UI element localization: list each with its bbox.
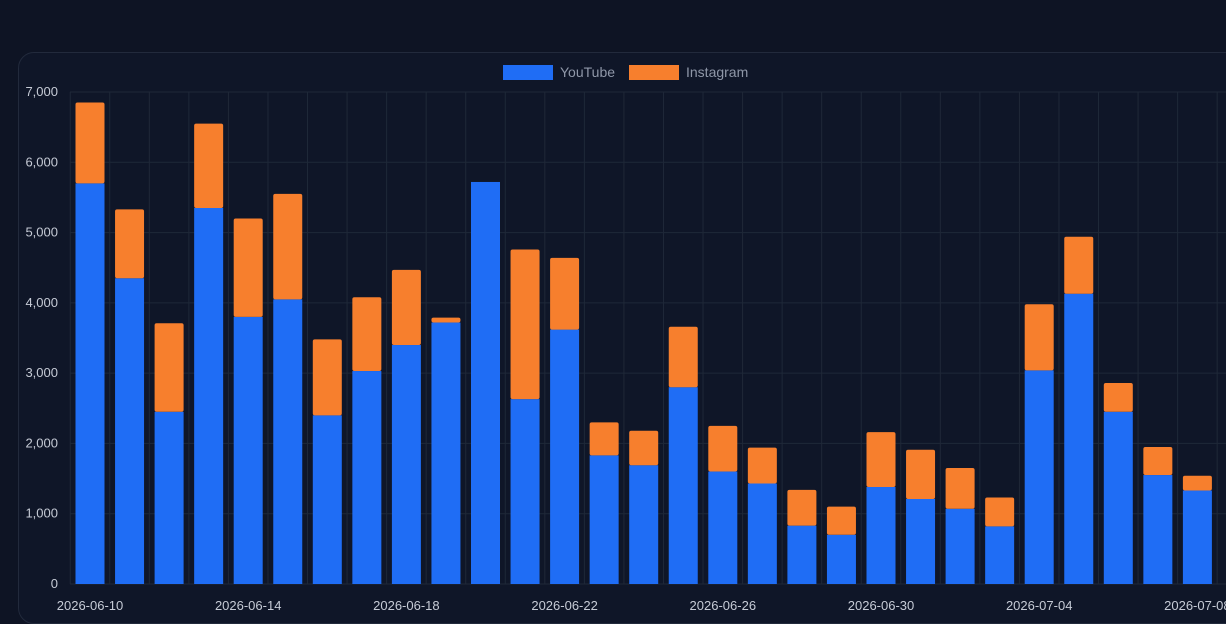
- bar-instagram[interactable]: [431, 317, 461, 323]
- y-tick-label: 3,000: [25, 365, 58, 380]
- bar-instagram[interactable]: [550, 257, 580, 330]
- bar-instagram[interactable]: [708, 425, 738, 472]
- bar-instagram[interactable]: [510, 249, 540, 400]
- x-tick-label: 2026-06-10: [57, 598, 124, 613]
- bar-youtube[interactable]: [866, 487, 896, 584]
- bar-youtube[interactable]: [352, 371, 382, 584]
- bar-youtube[interactable]: [273, 299, 303, 584]
- legend-swatch-youtube[interactable]: [503, 65, 553, 80]
- bar-instagram[interactable]: [75, 102, 105, 184]
- bar-youtube[interactable]: [668, 387, 698, 584]
- bar-instagram[interactable]: [589, 422, 619, 456]
- legend-label-instagram[interactable]: Instagram: [686, 64, 748, 80]
- x-tick-label: 2026-06-18: [373, 598, 440, 613]
- bar-instagram[interactable]: [115, 209, 145, 279]
- bar-youtube[interactable]: [75, 183, 105, 584]
- y-tick-label: 2,000: [25, 435, 58, 450]
- bar-instagram[interactable]: [629, 430, 659, 466]
- bar-instagram[interactable]: [273, 193, 303, 300]
- bar-youtube[interactable]: [391, 345, 421, 584]
- x-tick-label: 2026-07-04: [1006, 598, 1073, 613]
- bar-youtube[interactable]: [154, 411, 184, 584]
- y-tick-label: 1,000: [25, 506, 58, 521]
- bar-instagram[interactable]: [1103, 382, 1133, 412]
- x-tick-label: 2026-06-22: [531, 598, 598, 613]
- bar-youtube[interactable]: [471, 181, 500, 585]
- x-tick-label: 2026-07-08: [1164, 598, 1226, 613]
- bar-instagram[interactable]: [985, 497, 1015, 527]
- bar-youtube[interactable]: [431, 322, 461, 584]
- bar-youtube[interactable]: [985, 526, 1015, 584]
- bar-instagram[interactable]: [154, 323, 184, 412]
- bar-youtube[interactable]: [708, 471, 738, 584]
- bar-youtube[interactable]: [906, 498, 936, 584]
- legend[interactable]: YouTube Instagram: [503, 64, 748, 80]
- bar-instagram[interactable]: [826, 506, 856, 535]
- bar-instagram[interactable]: [1064, 236, 1094, 294]
- y-tick-label: 4,000: [25, 295, 58, 310]
- bar-youtube[interactable]: [1143, 475, 1173, 584]
- bar-youtube[interactable]: [312, 415, 342, 584]
- y-axis: 0 1,000 2,000 3,000 4,000 5,000 6,000 7,000: [25, 84, 58, 591]
- bar-instagram[interactable]: [747, 447, 777, 484]
- legend-label-youtube[interactable]: YouTube: [560, 64, 615, 80]
- bar-youtube[interactable]: [1024, 370, 1054, 584]
- bar-instagram[interactable]: [352, 297, 382, 372]
- bar-instagram[interactable]: [866, 432, 896, 488]
- bar-instagram[interactable]: [1024, 304, 1054, 371]
- x-tick-label: 2026-06-26: [690, 598, 757, 613]
- bar-instagram[interactable]: [312, 339, 342, 416]
- bar-youtube[interactable]: [510, 399, 540, 584]
- bar-instagram[interactable]: [194, 123, 224, 208]
- bar-instagram[interactable]: [1182, 475, 1212, 491]
- bar-instagram[interactable]: [1143, 446, 1173, 476]
- bar-youtube[interactable]: [115, 278, 145, 584]
- y-tick-label: 5,000: [25, 225, 58, 240]
- y-tick-label: 6,000: [25, 154, 58, 169]
- bar-youtube[interactable]: [1103, 411, 1133, 584]
- bar-youtube[interactable]: [826, 534, 856, 584]
- bar-youtube[interactable]: [550, 329, 580, 584]
- bar-youtube[interactable]: [787, 525, 817, 584]
- bar-instagram[interactable]: [391, 269, 421, 346]
- x-tick-label: 2026-06-30: [848, 598, 915, 613]
- y-tick-label: 0: [51, 576, 58, 591]
- bar-youtube[interactable]: [747, 483, 777, 584]
- bar-youtube[interactable]: [233, 316, 263, 584]
- x-tick-label: 2026-06-14: [215, 598, 282, 613]
- bar-instagram[interactable]: [906, 449, 936, 499]
- legend-swatch-instagram[interactable]: [629, 65, 679, 80]
- x-axis: 2026-06-10 2026-06-14 2026-06-18 2026-06-22…: [57, 598, 1226, 613]
- bar-instagram[interactable]: [233, 218, 263, 317]
- bar-youtube[interactable]: [1182, 490, 1212, 584]
- bar-youtube[interactable]: [1064, 293, 1094, 584]
- y-tick-label: 7,000: [25, 84, 58, 99]
- bar-youtube[interactable]: [194, 207, 224, 584]
- bar-youtube[interactable]: [945, 508, 975, 584]
- bar-youtube[interactable]: [589, 455, 619, 584]
- bar-instagram[interactable]: [668, 326, 698, 388]
- bars: [75, 102, 1212, 585]
- bar-instagram[interactable]: [787, 489, 817, 526]
- bar-instagram[interactable]: [945, 468, 975, 509]
- bar-youtube[interactable]: [629, 465, 659, 584]
